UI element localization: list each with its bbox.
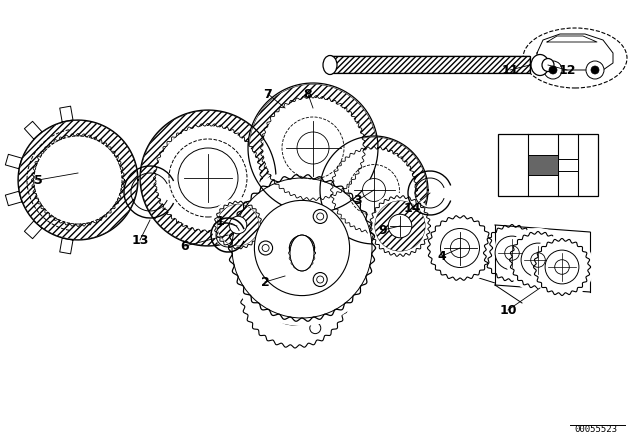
- Ellipse shape: [542, 59, 554, 72]
- Bar: [330, 56, 530, 73]
- Ellipse shape: [367, 193, 433, 259]
- Text: 9: 9: [379, 224, 387, 237]
- Ellipse shape: [313, 210, 327, 224]
- Ellipse shape: [549, 66, 557, 74]
- Ellipse shape: [505, 246, 519, 260]
- Ellipse shape: [224, 170, 380, 326]
- Ellipse shape: [591, 66, 599, 74]
- Ellipse shape: [317, 213, 324, 220]
- Text: 12: 12: [558, 64, 576, 77]
- Ellipse shape: [544, 61, 562, 79]
- Ellipse shape: [290, 235, 314, 271]
- Ellipse shape: [388, 214, 412, 238]
- Text: 11: 11: [501, 64, 519, 77]
- Ellipse shape: [506, 228, 570, 292]
- Text: 4: 4: [438, 250, 446, 263]
- Bar: [330, 56, 530, 73]
- Text: 2: 2: [260, 276, 269, 289]
- Polygon shape: [5, 154, 22, 169]
- Ellipse shape: [495, 236, 529, 270]
- Ellipse shape: [362, 178, 385, 202]
- Ellipse shape: [531, 253, 545, 267]
- Ellipse shape: [424, 212, 496, 284]
- Text: 1: 1: [216, 215, 225, 228]
- Text: 10: 10: [499, 303, 516, 316]
- Text: 8: 8: [304, 87, 312, 100]
- Ellipse shape: [211, 198, 265, 252]
- Ellipse shape: [313, 272, 327, 287]
- Ellipse shape: [263, 261, 327, 325]
- Ellipse shape: [451, 238, 470, 258]
- Text: 5: 5: [34, 173, 42, 186]
- Ellipse shape: [262, 245, 269, 251]
- Bar: [558, 159, 578, 171]
- Ellipse shape: [320, 136, 428, 244]
- Ellipse shape: [289, 235, 315, 261]
- Ellipse shape: [178, 148, 238, 208]
- Polygon shape: [60, 106, 73, 122]
- Bar: [528, 155, 558, 175]
- Text: 3: 3: [354, 194, 362, 207]
- Ellipse shape: [531, 55, 549, 76]
- Ellipse shape: [156, 126, 260, 230]
- Ellipse shape: [249, 288, 260, 298]
- Ellipse shape: [229, 216, 247, 234]
- Ellipse shape: [248, 83, 378, 213]
- Ellipse shape: [440, 228, 479, 267]
- Ellipse shape: [317, 276, 324, 283]
- Ellipse shape: [297, 132, 329, 164]
- Ellipse shape: [323, 56, 337, 74]
- Text: 7: 7: [264, 87, 273, 100]
- Text: 6: 6: [180, 240, 189, 253]
- Ellipse shape: [18, 120, 138, 240]
- Ellipse shape: [521, 243, 555, 277]
- Text: 14: 14: [403, 202, 420, 215]
- Ellipse shape: [480, 221, 544, 285]
- Polygon shape: [24, 121, 42, 139]
- Ellipse shape: [545, 250, 579, 284]
- Ellipse shape: [254, 200, 349, 296]
- Ellipse shape: [586, 61, 604, 79]
- Ellipse shape: [333, 149, 415, 231]
- Ellipse shape: [310, 323, 321, 334]
- Polygon shape: [60, 238, 73, 254]
- Ellipse shape: [259, 241, 273, 255]
- Text: 13: 13: [131, 233, 148, 246]
- Ellipse shape: [140, 110, 276, 246]
- Ellipse shape: [34, 136, 122, 224]
- Ellipse shape: [555, 260, 570, 274]
- Bar: [498, 134, 598, 196]
- Ellipse shape: [263, 98, 363, 198]
- Polygon shape: [24, 221, 42, 239]
- Ellipse shape: [310, 252, 321, 263]
- Polygon shape: [5, 191, 22, 206]
- Text: 00055523: 00055523: [575, 425, 618, 434]
- Ellipse shape: [530, 235, 594, 299]
- Ellipse shape: [237, 235, 353, 351]
